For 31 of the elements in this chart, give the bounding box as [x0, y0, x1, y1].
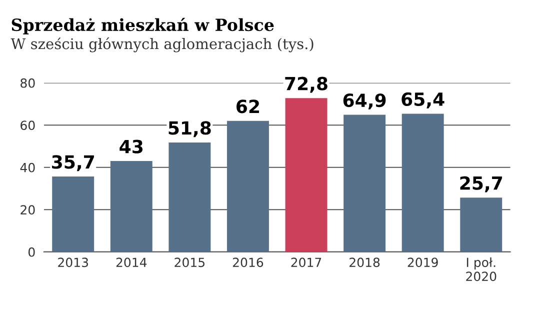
bar	[52, 176, 94, 252]
data-label: 62	[236, 100, 259, 114]
x-tick-label: 2016	[232, 258, 264, 268]
x-tick-label: 2014	[116, 258, 147, 268]
y-tick-label: 60	[20, 120, 35, 130]
data-label: 65,4	[402, 92, 444, 108]
data-label: 35,7	[52, 155, 94, 172]
chart-title: Sprzedaż mieszkań w Polsce	[12, 18, 274, 34]
y-tick-label: 20	[20, 205, 35, 215]
bar	[110, 161, 152, 252]
data-label: 72,8	[285, 76, 328, 93]
x-tick-label: 2018	[350, 258, 380, 268]
x-tick-label: 2013	[58, 258, 88, 268]
bar	[344, 114, 386, 252]
x-tick-label: 2019	[408, 258, 438, 268]
bar	[285, 98, 328, 252]
bar	[168, 142, 211, 252]
bar	[402, 114, 444, 252]
x-tick-label: 2017	[291, 258, 322, 268]
y-tick-label: 0	[28, 247, 35, 257]
y-tick-label: 40	[20, 162, 35, 172]
data-label: 25,7	[460, 176, 502, 192]
y-tick-label: 80	[20, 78, 35, 88]
data-label: 43	[120, 140, 143, 154]
data-label: 51,8	[168, 121, 211, 138]
x-tick-label: 2015	[174, 258, 204, 268]
data-label: 64,9	[343, 93, 386, 110]
chart-subtitle: W sześciu głównych aglomeracjach (tys.)	[10, 37, 314, 52]
x-tick-label: I poł. 2020	[466, 257, 496, 282]
bar	[226, 120, 269, 252]
bar	[460, 198, 502, 252]
